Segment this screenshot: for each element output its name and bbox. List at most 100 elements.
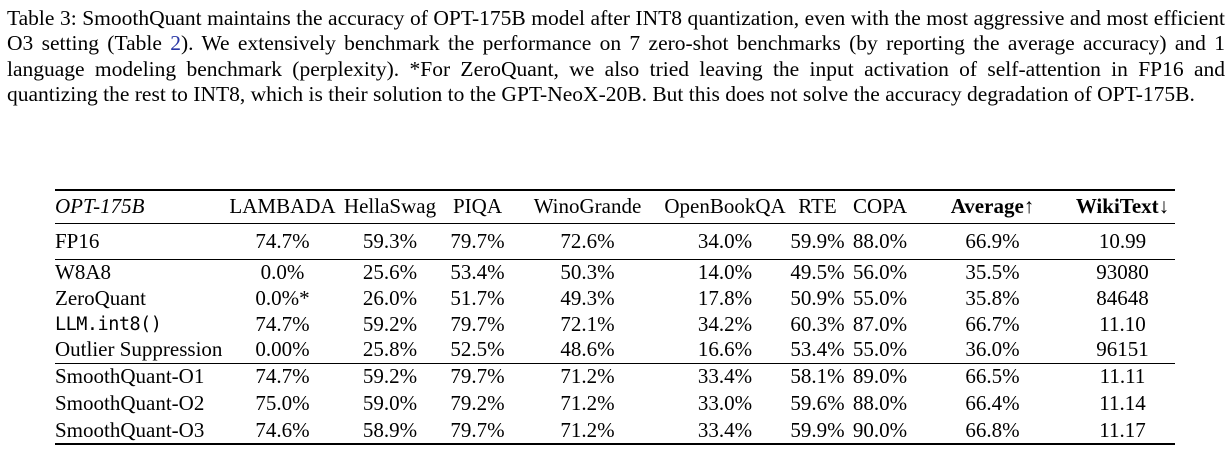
cell-value: 11.11 [1099, 364, 1146, 389]
row-label: W8A8 [55, 259, 111, 284]
table-row: Outlier Suppression 0.00% 25.8% 52.5% 48.6% 1… [55, 337, 1175, 363]
cell-value: 71.2% [560, 417, 615, 442]
cell-value: 33.0% [697, 391, 753, 415]
cell-value: 49.5% [790, 259, 845, 284]
cell-value: 55.0% [852, 285, 908, 310]
cell-value: 59.2% [362, 311, 418, 336]
cell-value: 79.7% [450, 228, 505, 253]
cell-value: 50.9% [790, 285, 845, 310]
cell-value: 11.10 [1099, 311, 1146, 336]
cell-value: 33.4% [697, 364, 753, 389]
row-label: SmoothQuant-O3 [55, 417, 205, 442]
column-header: HellaSwag [343, 194, 437, 219]
cell-value: 84648 [1096, 285, 1149, 310]
results-table: OPT-175B LAMBADA HellaSwag PIQA WinoGrande O… [55, 189, 1175, 445]
cell-value: 96151 [1096, 337, 1149, 362]
cell-value: 66.9% [965, 228, 1020, 253]
cell-value: 66.5% [965, 364, 1020, 389]
cell-value: 35.5% [965, 259, 1020, 284]
cell-value: 79.7% [450, 311, 505, 336]
cell-value: 10.99 [1098, 228, 1147, 253]
cell-value: 51.7% [450, 285, 505, 310]
cell-value: 16.6% [697, 337, 753, 362]
cell-value: 14.0% [697, 259, 753, 284]
table-row: ZeroQuant 0.0%* 26.0% 51.7% 49.3% 17.8% 50.9% 5… [55, 285, 1175, 311]
caption-text-after: ). We extensively benchmark the performa… [7, 31, 1225, 107]
cell-value: 35.8% [965, 285, 1020, 310]
cell-value: 34.2% [697, 311, 753, 336]
cell-value: 87.0% [852, 311, 908, 336]
cell-value: 93080 [1096, 259, 1149, 284]
cell-value: 74.7% [255, 364, 310, 389]
cell-value: 17.8% [697, 285, 753, 310]
cell-value: 58.1% [790, 364, 845, 389]
cell-value: 72.6% [560, 228, 615, 253]
cell-value: 25.6% [362, 259, 418, 284]
cell-value: 89.0% [852, 364, 908, 389]
column-header: LAMBADA [229, 194, 336, 219]
cell-value: 71.2% [560, 364, 615, 389]
cell-value: 88.0% [852, 228, 908, 253]
cell-value: 59.9% [790, 417, 845, 442]
cell-value: 90.0% [852, 417, 908, 442]
column-header: COPA [852, 194, 908, 219]
table-caption: Table 3: SmoothQuant maintains the accur… [7, 6, 1225, 108]
cell-value: 36.0% [965, 337, 1020, 362]
column-header: Average↑ [950, 194, 1035, 219]
cell-value: 25.8% [362, 337, 418, 362]
cell-value: 55.0% [852, 337, 908, 362]
cell-value: 88.0% [852, 391, 908, 415]
cell-value: 59.0% [362, 391, 418, 415]
column-header: WinoGrande [533, 194, 642, 219]
cell-value: 0.0% [260, 259, 305, 284]
cell-value: 71.2% [560, 391, 615, 415]
cell-value: 72.1% [560, 311, 615, 336]
table-row: SmoothQuant-O2 75.0% 59.0% 79.2% 71.2% 33.0% 5… [55, 390, 1175, 417]
cell-value: 59.3% [362, 228, 418, 253]
cell-value: 74.7% [255, 311, 310, 336]
table-row: FP16 74.7% 59.3% 79.7% 72.6% 34.0% 59.9% 88.0% 6… [55, 223, 1175, 259]
row-label: SmoothQuant-O1 [55, 364, 205, 389]
cell-value: 79.2% [450, 391, 505, 415]
cell-value: 48.6% [560, 337, 615, 362]
header-row: OPT-175B LAMBADA HellaSwag PIQA WinoGrande O… [55, 190, 1175, 223]
cell-value: 74.6% [255, 417, 310, 442]
caption-text-before: Table 3: SmoothQuant maintains the accur… [7, 6, 1225, 56]
benchmark-table: OPT-175B LAMBADA HellaSwag PIQA WinoGrande O… [55, 189, 1175, 445]
cell-value: 58.9% [362, 417, 418, 442]
cell-value: 66.7% [965, 311, 1020, 336]
table-row: SmoothQuant-O1 74.7% 59.2% 79.7% 71.2% 33.4% 5… [55, 363, 1175, 390]
header-model-column: OPT-175B [55, 194, 145, 219]
cell-value: 79.7% [450, 417, 505, 442]
cell-value: 11.17 [1099, 417, 1146, 442]
cell-value: 60.3% [790, 311, 845, 336]
cell-value: 74.7% [255, 228, 310, 253]
column-header: PIQA [452, 194, 502, 219]
cell-value: 0.0%* [255, 285, 310, 310]
cell-value: 26.0% [362, 285, 418, 310]
cell-value: 34.0% [697, 228, 753, 253]
row-label: SmoothQuant-O2 [55, 391, 205, 415]
column-header: RTE [798, 194, 837, 219]
row-label: LLM.int8() [55, 313, 162, 335]
cell-value: 49.3% [560, 285, 615, 310]
cell-value: 11.14 [1099, 391, 1146, 415]
cell-value: 66.4% [965, 391, 1020, 415]
cell-value: 0.00% [255, 337, 310, 362]
table-row: LLM.int8() 74.7% 59.2% 79.7% 72.1% 34.2% 60.3%… [55, 311, 1175, 337]
table-row: W8A8 0.0% 25.6% 53.4% 50.3% 14.0% 49.5% 56.0% 35… [55, 259, 1175, 285]
cell-value: 50.3% [560, 259, 615, 284]
column-header: OpenBookQA [664, 194, 786, 219]
cell-value: 56.0% [852, 259, 908, 284]
row-label: FP16 [55, 228, 100, 253]
cell-value: 59.6% [790, 391, 845, 415]
cell-value: 53.4% [450, 259, 505, 284]
row-label: ZeroQuant [55, 285, 146, 310]
column-header: WikiText↓ [1075, 194, 1170, 219]
table-2-reference-link[interactable]: 2 [170, 31, 181, 56]
cell-value: 53.4% [790, 337, 845, 362]
cell-value: 52.5% [450, 337, 505, 362]
cell-value: 66.8% [965, 417, 1020, 442]
cell-value: 33.4% [697, 417, 753, 442]
cell-value: 79.7% [450, 364, 505, 389]
